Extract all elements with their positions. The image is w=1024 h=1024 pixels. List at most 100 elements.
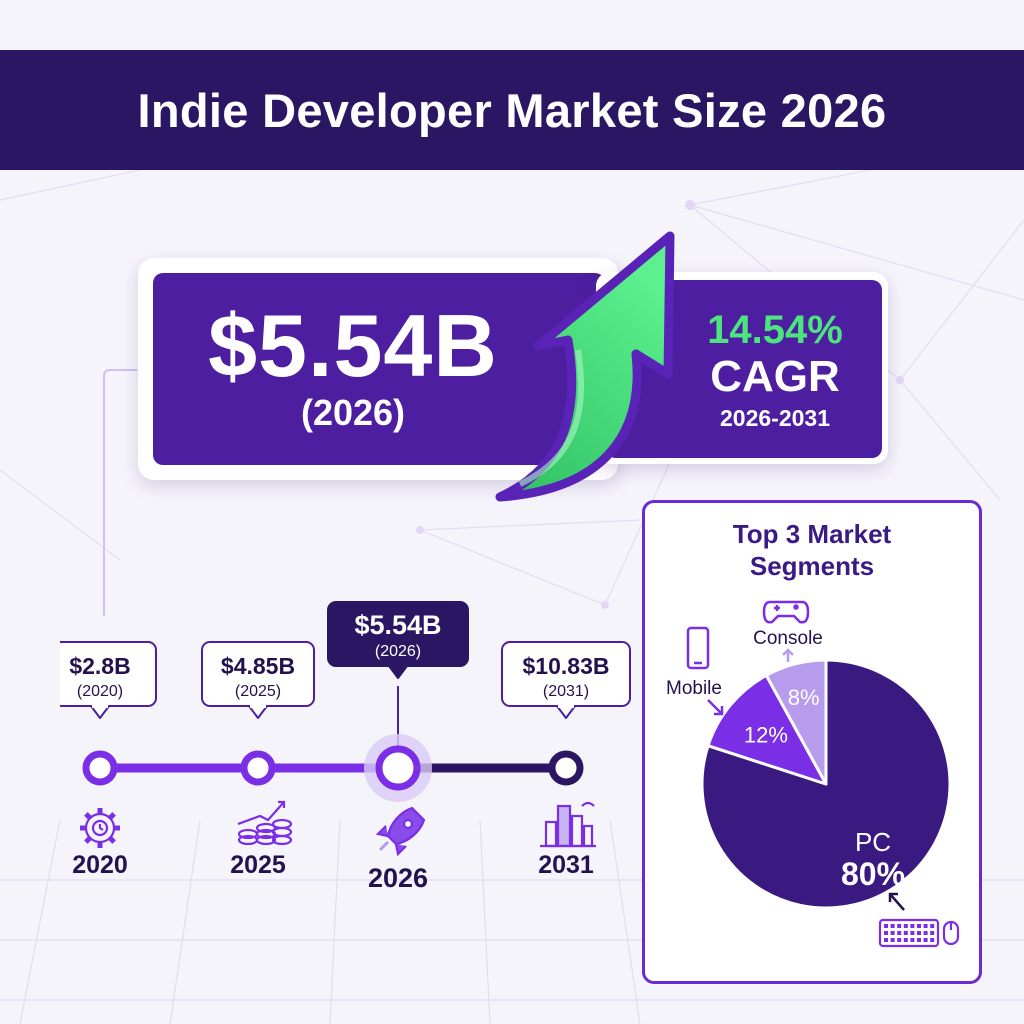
timeline-year-label: 2031 <box>538 851 594 879</box>
mobile-pointer-arrow <box>707 699 724 716</box>
keyboard-key <box>910 931 915 935</box>
keyboard-key <box>910 924 915 928</box>
keyboard-key <box>923 931 928 935</box>
keyboard-key <box>917 924 921 928</box>
callout-pointer <box>90 705 110 719</box>
building <box>582 824 594 848</box>
timeline-callout: $2.8B (2020) <box>43 641 157 719</box>
timeline-node <box>548 750 584 786</box>
gamepad-button <box>793 604 799 610</box>
timeline-callout: $4.85B (2025) <box>201 641 315 719</box>
keyboard-key <box>890 924 895 928</box>
pie-slice-mobile <box>706 673 828 786</box>
callout-year: (2026) <box>375 643 421 660</box>
rocket-icon <box>375 806 426 857</box>
callout-pointer-mask <box>390 663 406 668</box>
gear-clock-icon <box>80 808 120 848</box>
pc-pointer-arrow <box>888 892 905 911</box>
callout-value: $2.8B <box>69 653 130 679</box>
keyboard-key <box>890 938 895 942</box>
building <box>544 820 558 848</box>
building <box>570 814 584 848</box>
rocket-flame <box>378 840 390 852</box>
timeline-node-highlight <box>375 745 421 791</box>
keyboard-key <box>930 931 935 935</box>
gear-tooth <box>84 836 92 844</box>
city-skyline-icon <box>540 801 596 848</box>
keyboard-key <box>884 938 888 942</box>
keyboard-key <box>890 931 895 935</box>
hero-value: $5.54B <box>208 296 498 395</box>
callout-year: (2025) <box>235 683 281 700</box>
phone-body <box>686 626 710 670</box>
cagr-range: 2026-2031 <box>720 405 830 431</box>
keyboard-key <box>923 924 928 928</box>
callout-pointer-mask <box>92 703 108 708</box>
gamepad-icon <box>762 600 810 624</box>
timeline-chart: $2.8B (2020) 2020 $4.85B (2025) 2025 $5.54B (20… <box>43 590 640 910</box>
keyboard-key <box>917 931 921 935</box>
cagr-percent: 14.54% <box>707 308 843 352</box>
timeline-year-label: 2026 <box>368 863 428 893</box>
callout-year: (2020) <box>77 683 123 700</box>
coin <box>271 826 293 838</box>
keyboard-key <box>923 938 928 942</box>
callout-pointer-mask <box>250 703 266 708</box>
gear-tooth <box>84 812 92 820</box>
header-band: Indie Developer Market Size 2026 <box>0 50 1024 170</box>
keyboard-key <box>897 938 902 942</box>
pie-label-console-name: Console <box>753 628 823 649</box>
gamepad-body <box>762 600 810 624</box>
coin <box>255 822 277 834</box>
building <box>556 804 572 848</box>
callout-pointer <box>248 705 268 719</box>
pie-label-console-value: 8% <box>788 685 820 710</box>
pie-label-pc-value: 80% <box>841 856 905 892</box>
timeline-callout: $10.83B (2031) <box>501 641 631 719</box>
timeline-year-label: 2025 <box>230 851 286 879</box>
callout-value: $4.85B <box>221 653 295 679</box>
callout-pointer-mask <box>558 703 574 708</box>
callout-value: $10.83B <box>523 653 610 679</box>
pie-title-line-1: Top 3 Market <box>732 519 892 549</box>
pie-title-line-2: Segments <box>749 551 875 581</box>
keyboard-mouse-icon <box>878 918 960 948</box>
keyboard-key <box>884 931 888 935</box>
pie-label-mobile-name: Mobile <box>666 678 722 699</box>
timeline-node <box>82 750 118 786</box>
hero-year: (2026) <box>300 392 406 433</box>
hero-card-inner <box>153 273 605 465</box>
clock-face <box>91 819 109 837</box>
callout-pointer <box>388 665 408 679</box>
keyboard-key <box>917 938 921 942</box>
coins-growth-icon <box>237 800 293 846</box>
growth-line <box>237 800 286 826</box>
clock-hands <box>98 824 104 831</box>
rocket-fins <box>375 825 407 857</box>
timeline-year-label: 2020 <box>72 851 128 879</box>
keyboard-key <box>930 924 935 928</box>
callout-year: (2031) <box>543 683 589 700</box>
rocket-window <box>402 818 414 830</box>
keyboard-key <box>903 938 908 942</box>
keyboard-key <box>884 924 888 928</box>
keyboard-key <box>903 931 908 935</box>
growth-arrow-icon <box>495 231 675 502</box>
pie-title: Top 3 Market Segments <box>642 518 982 582</box>
keyboard-body <box>878 918 940 948</box>
gear-tooth <box>108 836 116 844</box>
cagr-label: CAGR <box>710 352 840 401</box>
gear-tooth <box>108 812 116 820</box>
keyboard-key <box>897 931 902 935</box>
keyboard-key <box>930 938 935 942</box>
keyboard-key <box>897 924 902 928</box>
smartphone-icon <box>686 626 710 670</box>
timeline-callout: $5.54B (2026) <box>327 601 469 679</box>
page-title: Indie Developer Market Size 2026 <box>137 83 887 137</box>
timeline-svg: $2.8B (2020) 2020 $4.85B (2025) 2025 $5.54B (20… <box>43 601 631 893</box>
flying-car <box>581 801 595 807</box>
coin <box>255 834 277 846</box>
timeline-node <box>240 750 276 786</box>
